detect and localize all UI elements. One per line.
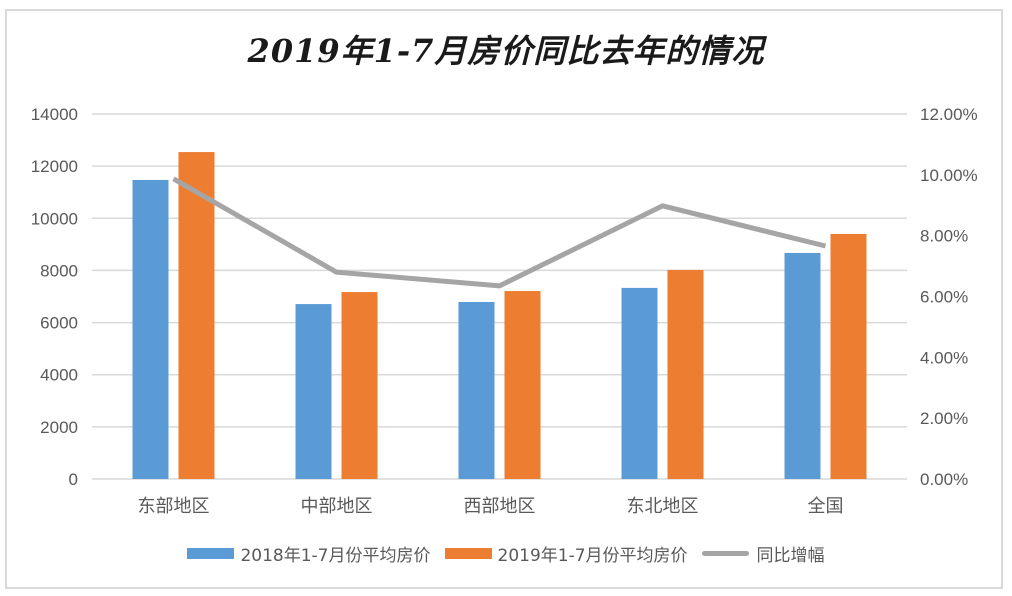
category-label: 中部地区 [301,496,373,517]
bar-2018 [458,301,495,479]
bar-2019 [830,233,867,479]
legend-item-yoy[interactable]: 同比增幅 [701,541,825,566]
right-axis-tick: 6.00% [920,288,968,307]
right-axis-tick: 0.00% [920,470,968,489]
chart-legend: 2018年1-7月份平均房价 2019年1-7月份平均房价 同比增幅 [0,541,1012,566]
bar-2018 [295,304,332,479]
left-axis-tick: 10000 [31,209,78,228]
left-axis-tick: 0 [69,470,78,489]
legend-item-2019[interactable]: 2019年1-7月份平均房价 [444,541,688,566]
category-label: 全国 [808,496,844,517]
legend-swatch-2018 [187,548,235,559]
bar-2018 [132,179,169,480]
legend-label-2018: 2018年1-7月份平均房价 [240,546,431,566]
left-axis-tick: 14000 [31,105,78,124]
category-label: 东北地区 [627,496,699,517]
right-axis-tick: 2.00% [920,409,968,428]
legend-label-yoy: 同比增幅 [756,546,825,566]
category-label: 西部地区 [464,496,536,517]
left-axis-tick: 2000 [40,418,78,437]
bar-2019 [341,292,378,479]
yoy-growth-line [172,176,827,289]
left-axis-tick: 12000 [31,157,78,176]
bar-2018 [621,287,658,479]
left-axis-tick: 8000 [40,261,78,280]
bar-2019 [504,291,541,479]
legend-line-yoy [701,551,749,556]
bar-2019 [178,152,215,480]
right-axis-tick: 4.00% [920,348,968,367]
category-label: 东部地区 [138,496,210,517]
legend-swatch-2019 [444,548,492,559]
bar-2018 [784,252,821,479]
legend-label-2019: 2019年1-7月份平均房价 [497,546,688,566]
bar-2019 [667,269,704,479]
left-axis-tick: 6000 [40,314,78,333]
chart-title: 2019年1-7月房价同比去年的情况 [247,32,765,70]
legend-item-2018[interactable]: 2018年1-7月份平均房价 [187,541,431,566]
right-axis-tick: 10.00% [920,166,978,185]
right-axis-tick: 12.00% [920,105,978,124]
right-axis-tick: 8.00% [920,227,968,246]
left-axis-tick: 4000 [40,366,78,385]
